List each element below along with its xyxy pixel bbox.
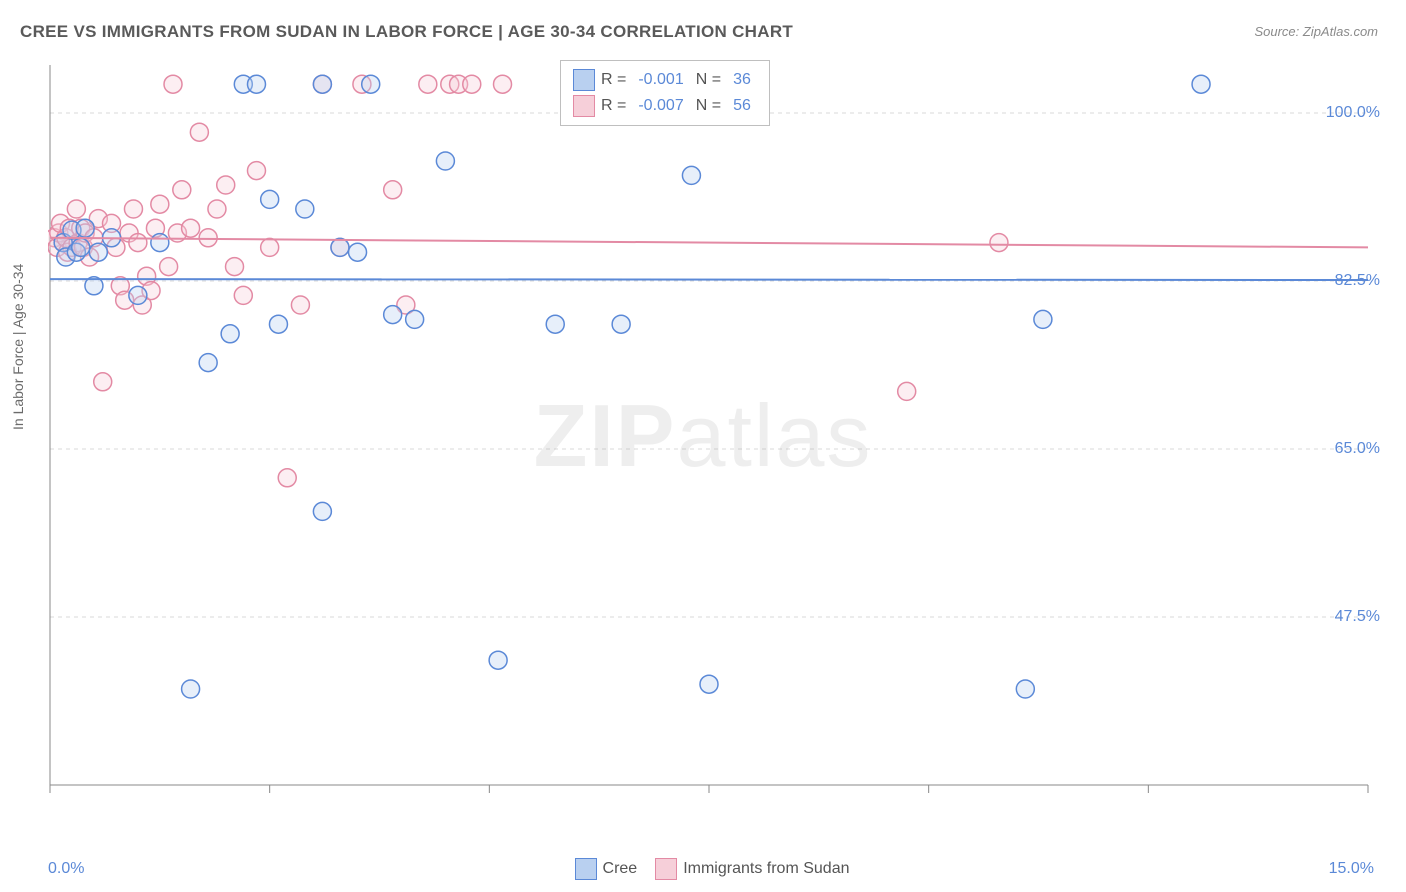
y-axis-label: In Labor Force | Age 30-34 bbox=[10, 264, 26, 430]
legend-label: Cree bbox=[603, 860, 638, 877]
source-attribution: Source: ZipAtlas.com bbox=[1254, 24, 1378, 39]
chart-title: CREE VS IMMIGRANTS FROM SUDAN IN LABOR F… bbox=[20, 22, 793, 42]
legend-stats-box: R =-0.001N =36R =-0.007N =56 bbox=[560, 60, 770, 126]
legend-series: Cree Immigrants from Sudan bbox=[0, 858, 1406, 880]
y-tick-label: 65.0% bbox=[1335, 440, 1380, 458]
correlation-scatter-plot bbox=[48, 55, 1370, 825]
y-tick-label: 82.5% bbox=[1335, 272, 1380, 290]
legend-swatch bbox=[655, 858, 677, 880]
y-tick-label: 47.5% bbox=[1335, 608, 1380, 626]
legend-stat-row: R =-0.007N =56 bbox=[573, 93, 757, 119]
y-tick-label: 100.0% bbox=[1326, 104, 1380, 122]
legend-stat-row: R =-0.001N =36 bbox=[573, 67, 757, 93]
legend-label: Immigrants from Sudan bbox=[683, 860, 849, 877]
legend-swatch bbox=[575, 858, 597, 880]
